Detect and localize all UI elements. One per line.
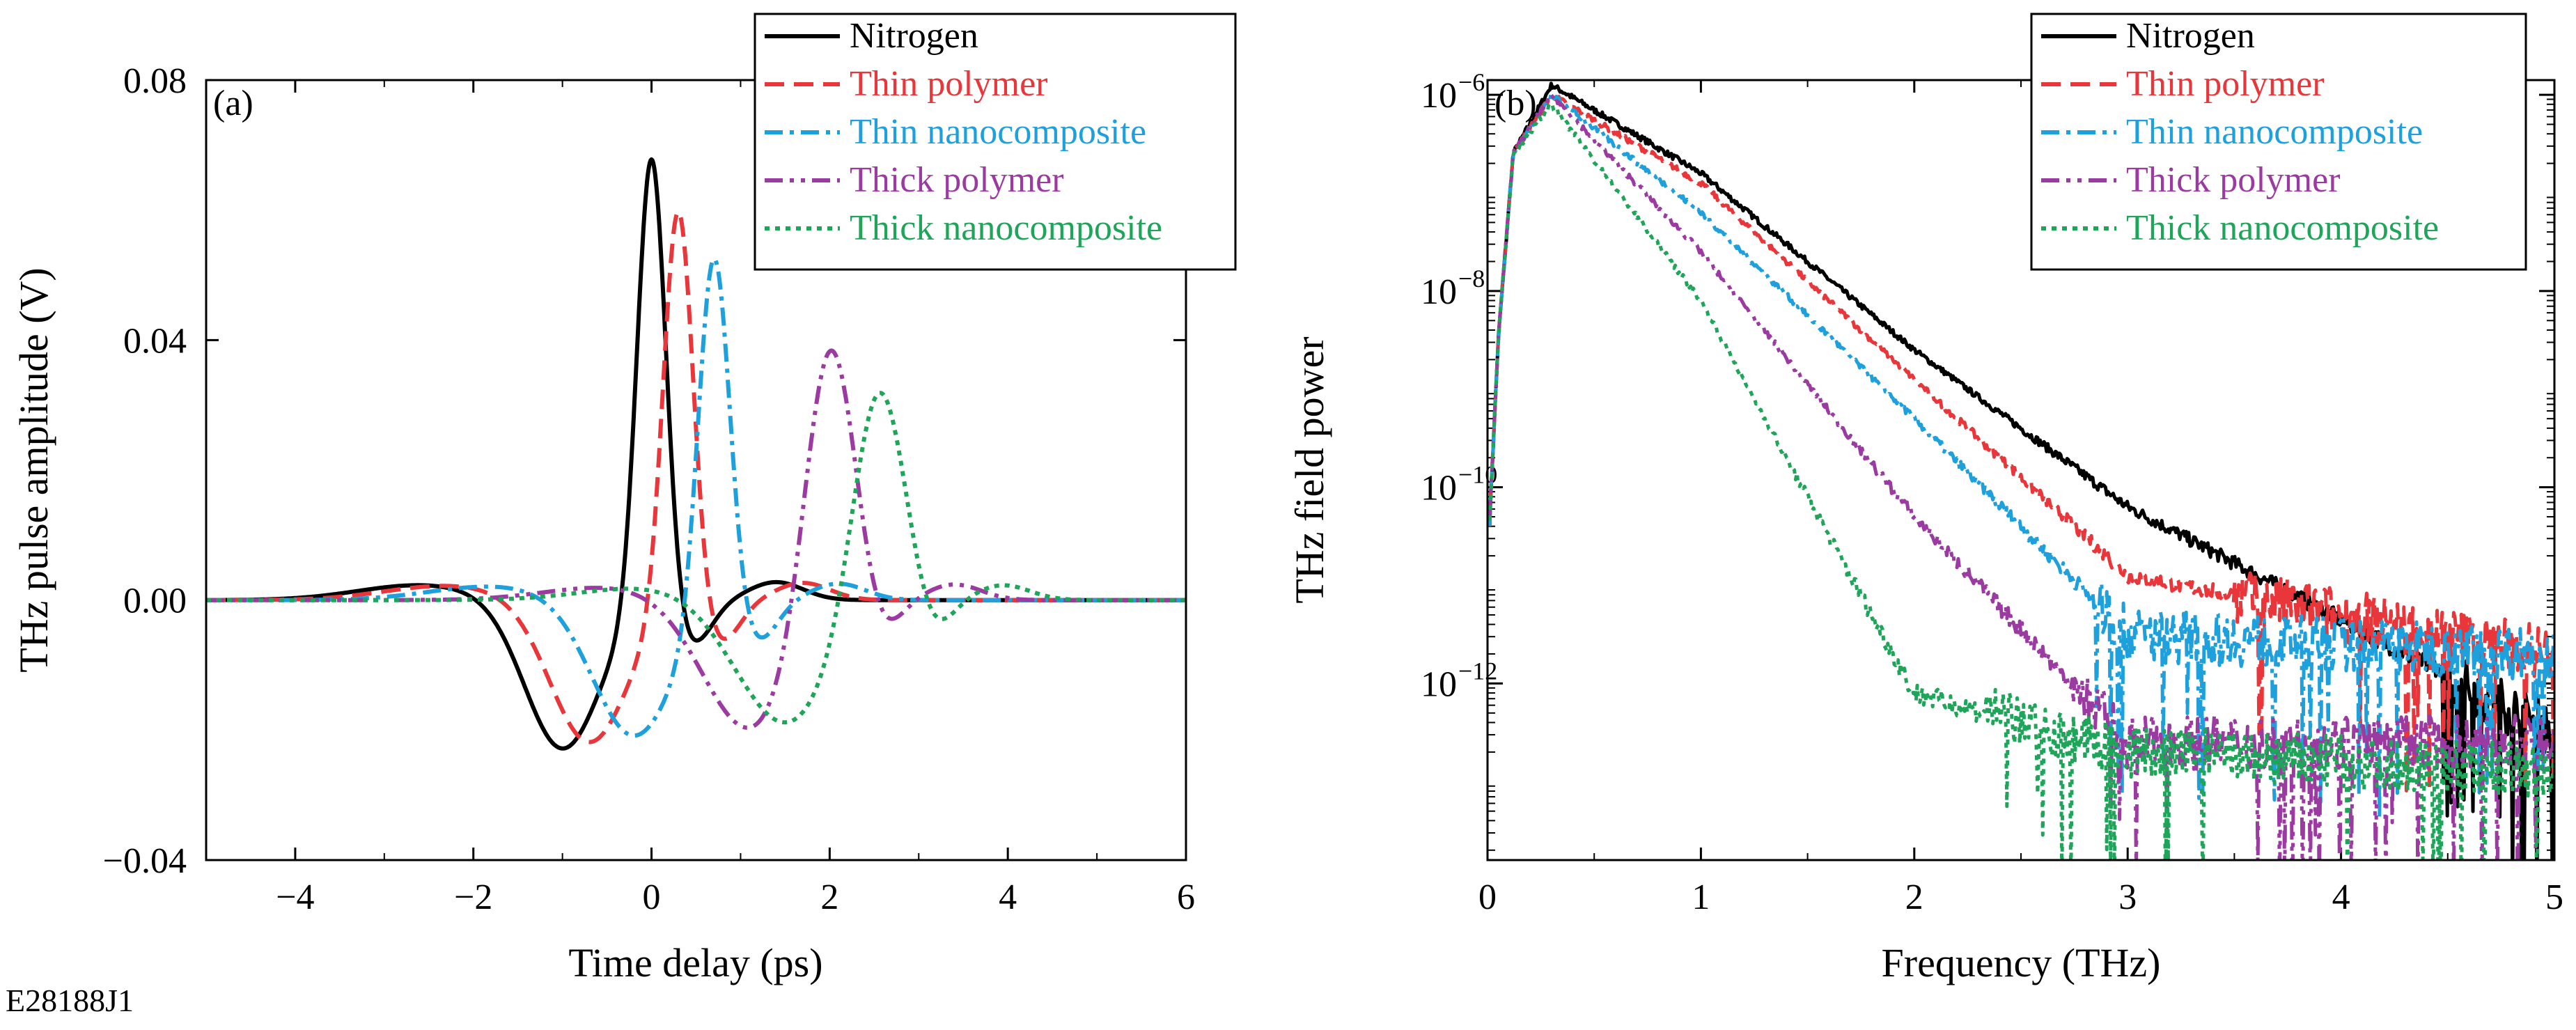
panel-label-b: (b) [1494, 84, 1537, 123]
x-tick-label-b: 1 [1692, 877, 1710, 917]
x-tick-label-a: 0 [643, 877, 661, 917]
legend-box [2030, 13, 2527, 271]
legend-label-nitrogen: Nitrogen [850, 16, 978, 56]
series-line-b-thick_polymer [1488, 92, 2554, 860]
x-axis-label-b: Frequency (THz) [1882, 940, 2161, 985]
axis-ticks-a: −4 −2 0 2 4 6 −0.04 0.00 0.04 0.08 [103, 61, 1195, 917]
legend-a: Nitrogen Thin polymer Thin nanocomposite Th… [754, 13, 1237, 271]
y-tick-label-a: 0.00 [123, 582, 187, 621]
y-tick-label-a: 0.04 [123, 321, 187, 361]
series-line-a-thick_polymer [206, 348, 1186, 730]
series-line-b-thin_polymer [1488, 92, 2554, 793]
y-axis-label-b: THz field power [1287, 336, 1332, 603]
panel-label-a: (a) [213, 84, 253, 123]
x-tick-label-a: 6 [1177, 877, 1195, 917]
series-line-b-thin_nanocomposite [1488, 92, 2554, 821]
legend-b: Nitrogen Thin polymer Thin nanocomposite Th… [2030, 13, 2527, 271]
y-tick-label-b: 10 [1421, 76, 1457, 116]
y-tick-exponent-b: −12 [1458, 657, 1497, 685]
panel-a: −4 −2 0 2 4 6 −0.04 0.00 0.04 0.08 (a) Time delay… [11, 13, 1237, 985]
x-tick-label-b: 2 [1905, 877, 1923, 917]
x-tick-label-b: 3 [2118, 877, 2137, 917]
x-tick-label-b: 4 [2332, 877, 2350, 917]
y-tick-label-b: 10 [1421, 664, 1457, 704]
y-tick-label-a: −0.04 [103, 841, 187, 881]
series-group-a [206, 157, 1186, 751]
legend-label-thick_nanocomposite: Thick nanocomposite [2126, 208, 2439, 248]
plot-frame-a [205, 79, 1187, 861]
y-tick-label-b: 10 [1421, 272, 1457, 312]
x-axis-label-a: Time delay (ps) [568, 940, 822, 985]
figure-id: E28188J1 [6, 983, 134, 1018]
x-tick-label-b: 0 [1478, 877, 1497, 917]
legend-label-thin_polymer: Thin polymer [2126, 64, 2325, 104]
x-tick-label-a: −2 [454, 877, 492, 917]
x-tick-label-a: 4 [999, 877, 1017, 917]
series-group-b [1488, 81, 2554, 860]
y-tick-exponent-b: −8 [1458, 265, 1485, 292]
x-tick-label-a: 2 [820, 877, 838, 917]
legend-label-thin_nanocomposite: Thin nanocomposite [2126, 112, 2423, 152]
series-line-b-thick_nanocomposite [1488, 103, 2554, 860]
y-axis-label-a: THz pulse amplitude (V) [11, 267, 56, 672]
x-tick-label-b: 5 [2545, 877, 2563, 917]
plot-frame-b [1486, 79, 2556, 861]
series-line-a-thick_nanocomposite [206, 391, 1186, 725]
legend-label-nitrogen: Nitrogen [2126, 16, 2255, 56]
legend-label-thin_nanocomposite: Thin nanocomposite [850, 112, 1146, 152]
y-tick-label-a: 0.08 [123, 61, 187, 101]
legend-label-thin_polymer: Thin polymer [850, 64, 1048, 104]
y-tick-exponent-b: −6 [1458, 68, 1485, 96]
y-tick-label-b: 10 [1421, 469, 1457, 508]
legend-label-thick_nanocomposite: Thick nanocomposite [850, 208, 1162, 248]
legend-label-thick_polymer: Thick polymer [850, 160, 1064, 200]
legend-box [754, 13, 1237, 271]
legend-label-thick_polymer: Thick polymer [2126, 160, 2341, 200]
x-tick-label-a: −4 [276, 877, 314, 917]
